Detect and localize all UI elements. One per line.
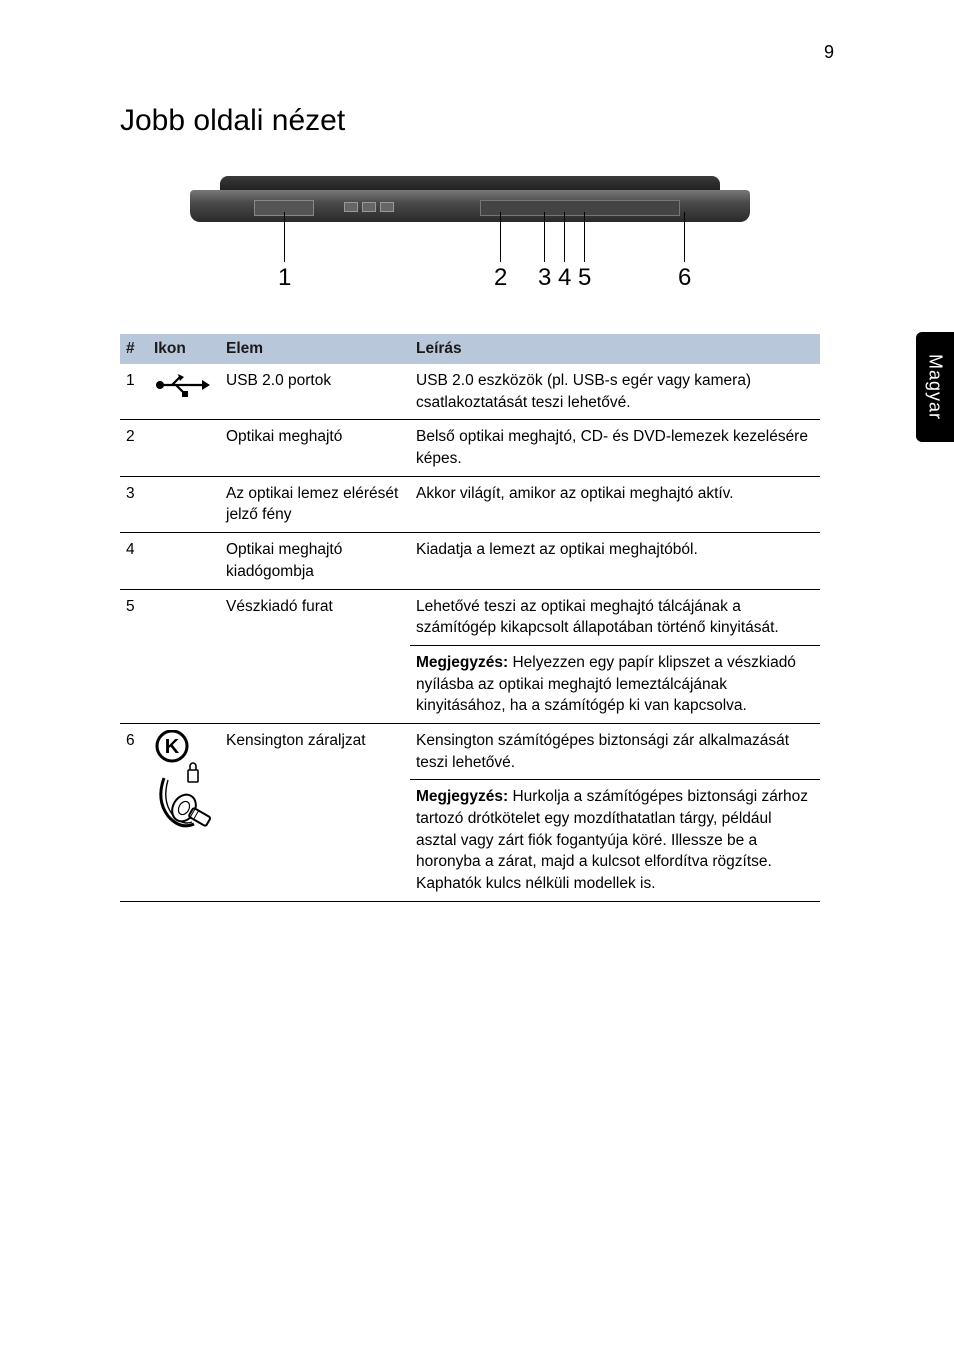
small-port-3 bbox=[380, 202, 394, 212]
row5-note-label: Megjegyzés: bbox=[416, 654, 508, 671]
row6-icon-cell: K bbox=[148, 723, 220, 901]
row1-icon-cell bbox=[148, 364, 220, 420]
row2-elem: Optikai meghajtó bbox=[220, 420, 410, 476]
row6-num: 6 bbox=[120, 723, 148, 779]
row5-icon-cell bbox=[148, 589, 220, 645]
table-row: 1 USB 2.0 portok USB 2.0 eszközök (pl. U… bbox=[120, 364, 820, 420]
table-row: Megjegyzés: Hurkolja a számítógépes bizt… bbox=[120, 780, 820, 901]
row4-elem: Optikai meghajtó kiadógombja bbox=[220, 533, 410, 589]
table-row: 5 Vészkiadó furat Lehetővé teszi az opti… bbox=[120, 589, 820, 645]
row1-num: 1 bbox=[120, 364, 148, 420]
header-elem: Elem bbox=[220, 334, 410, 364]
row5-num: 5 bbox=[120, 589, 148, 645]
section-title: Jobb oldali nézet bbox=[120, 104, 820, 138]
callout-number-2: 2 bbox=[494, 264, 507, 292]
callout-line-2 bbox=[500, 212, 501, 262]
row4-desc: Kiadatja a lemezt az optikai meghajtóból… bbox=[410, 533, 820, 589]
callout-number-3: 3 bbox=[538, 264, 551, 292]
usb-icon bbox=[154, 370, 210, 400]
row5b-num bbox=[120, 645, 148, 723]
row5-elem: Vészkiadó furat bbox=[220, 589, 410, 645]
language-tab: Magyar bbox=[916, 332, 954, 442]
optical-tray-graphic bbox=[480, 200, 680, 216]
callout-line-6 bbox=[684, 212, 685, 262]
row5-desc: Lehetővé teszi az optikai meghajtó tálcá… bbox=[410, 589, 820, 645]
row2-icon-cell bbox=[148, 420, 220, 476]
kensington-lock-icon: K bbox=[154, 730, 214, 850]
row6-desc: Kensington számítógépes biztonsági zár a… bbox=[410, 723, 820, 779]
callout-number-1: 1 bbox=[278, 264, 291, 292]
callout-line-3 bbox=[544, 212, 545, 262]
small-port-2 bbox=[362, 202, 376, 212]
row2-desc: Belső optikai meghajtó, CD- és DVD-lemez… bbox=[410, 420, 820, 476]
page-number: 9 bbox=[824, 42, 834, 63]
table-bottom-border bbox=[120, 901, 820, 902]
callout-line-4 bbox=[564, 212, 565, 262]
svg-text:K: K bbox=[165, 736, 180, 758]
callout-line-1 bbox=[284, 212, 285, 262]
laptop-side-diagram: 1 2 3 4 5 6 bbox=[190, 166, 750, 306]
table-row: Megjegyzés: Helyezzen egy papír klipszet… bbox=[120, 645, 820, 723]
callout-number-5: 5 bbox=[578, 264, 591, 292]
page-content: Jobb oldali nézet 1 2 3 4 5 6 # Ikon Ele bbox=[120, 104, 820, 902]
row6b-elem bbox=[220, 780, 410, 901]
row6b-desc: Megjegyzés: Hurkolja a számítógépes bizt… bbox=[410, 780, 820, 901]
callout-number-4: 4 bbox=[558, 264, 571, 292]
row5b-icon-cell bbox=[148, 645, 220, 723]
row4-num: 4 bbox=[120, 533, 148, 589]
row5b-desc: Megjegyzés: Helyezzen egy papír klipszet… bbox=[410, 645, 820, 723]
row6b-num bbox=[120, 780, 148, 901]
row1-elem: USB 2.0 portok bbox=[220, 364, 410, 420]
row4-icon-cell bbox=[148, 533, 220, 589]
row2-num: 2 bbox=[120, 420, 148, 476]
row1-desc: USB 2.0 eszközök (pl. USB-s egér vagy ka… bbox=[410, 364, 820, 420]
header-desc: Leírás bbox=[410, 334, 820, 364]
row6-elem: Kensington záraljzat bbox=[220, 723, 410, 779]
row3-desc: Akkor világít, amikor az optikai meghajt… bbox=[410, 476, 820, 532]
row6-note-label: Megjegyzés: bbox=[416, 788, 508, 805]
header-num: # bbox=[120, 334, 148, 364]
callout-line-5 bbox=[584, 212, 585, 262]
row3-elem: Az optikai lemez elérését jelző fény bbox=[220, 476, 410, 532]
table-row: 2 Optikai meghajtó Belső optikai meghajt… bbox=[120, 420, 820, 476]
laptop-side-illustration bbox=[190, 176, 750, 236]
language-tab-label: Magyar bbox=[925, 354, 946, 420]
row3-icon-cell bbox=[148, 476, 220, 532]
header-icon: Ikon bbox=[148, 334, 220, 364]
small-port-1 bbox=[344, 202, 358, 212]
table-row: 4 Optikai meghajtó kiadógombja Kiadatja … bbox=[120, 533, 820, 589]
row5b-elem bbox=[220, 645, 410, 723]
callout-number-6: 6 bbox=[678, 264, 691, 292]
ports-table: # Ikon Elem Leírás 1 bbox=[120, 334, 820, 902]
table-row: 3 Az optikai lemez elérését jelző fény A… bbox=[120, 476, 820, 532]
row3-num: 3 bbox=[120, 476, 148, 532]
table-header-row: # Ikon Elem Leírás bbox=[120, 334, 820, 364]
table-row: 6 K bbox=[120, 723, 820, 779]
